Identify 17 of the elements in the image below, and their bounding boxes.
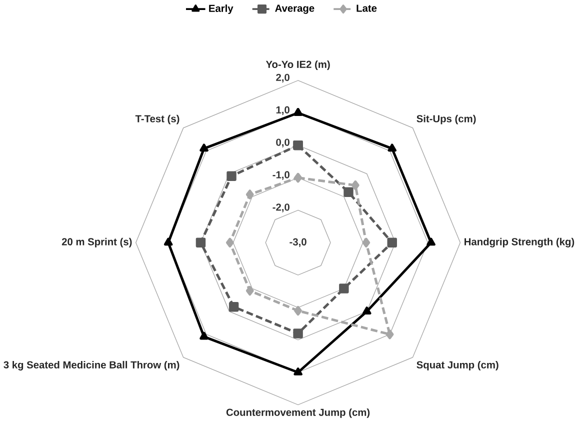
spoke-label: T-Test (s) bbox=[135, 114, 180, 124]
y-tick-label: 1,0 bbox=[276, 106, 290, 115]
y-tick-label: 2,0 bbox=[276, 74, 290, 82]
y-tick-label: -2,0 bbox=[272, 203, 290, 212]
spoke-label: Handgrip Strength (kg) bbox=[464, 238, 574, 248]
spoke-label: Yo-Yo IE2 (m) bbox=[266, 60, 330, 70]
y-tick-label: -1,0 bbox=[272, 170, 290, 180]
y-tick-label: -3,0 bbox=[290, 238, 306, 247]
spoke-label: Squat Jump (cm) bbox=[416, 360, 498, 370]
y-tick-label: 0,0 bbox=[276, 138, 290, 148]
legend-label: Average bbox=[275, 4, 314, 14]
legend-label: Early bbox=[209, 4, 234, 14]
spoke-label: Sit-Ups (cm) bbox=[416, 114, 476, 124]
spoke-label: 20 m Sprint (s) bbox=[62, 238, 132, 248]
legend-label: Late bbox=[356, 4, 377, 12]
spoke-label: 3 kg Seated Medicine Ball Throw (m) bbox=[4, 360, 180, 370]
spoke-label: Countermovement Jump (cm) bbox=[226, 408, 370, 418]
